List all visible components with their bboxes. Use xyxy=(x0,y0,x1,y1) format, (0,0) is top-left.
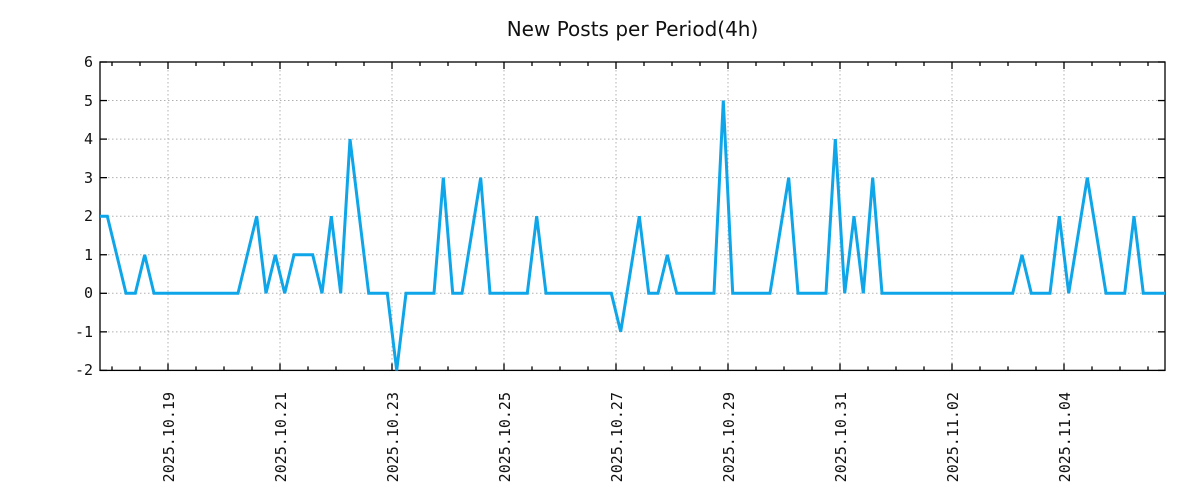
y-tick-label: 4 xyxy=(83,130,93,149)
y-tick-label: 5 xyxy=(83,91,93,110)
x-tick-label: 2025.11.04 xyxy=(1056,392,1074,483)
y-tick-label: 0 xyxy=(83,284,93,303)
x-tick-label: 2025.11.02 xyxy=(944,392,962,483)
x-tick-label: 2025.10.21 xyxy=(272,392,290,483)
data-line xyxy=(100,100,1165,371)
y-tick-label: 6 xyxy=(83,53,93,71)
y-tick-label: 3 xyxy=(83,168,93,187)
x-tick-label: 2025.10.31 xyxy=(832,392,850,483)
y-tick-label: 1 xyxy=(83,245,93,264)
y-tick-label: -1 xyxy=(74,322,93,341)
x-tick-label: 2025.10.19 xyxy=(160,392,178,483)
chart-title: New Posts per Period(4h) xyxy=(506,17,759,41)
y-tick-label: -2 xyxy=(74,361,93,380)
x-tick-label: 2025.10.29 xyxy=(720,392,738,483)
x-tick-label: 2025.10.25 xyxy=(496,392,514,483)
x-tick-label: 2025.10.27 xyxy=(608,392,626,483)
x-tick-label: 2025.10.23 xyxy=(384,392,402,483)
y-tick-label: 2 xyxy=(83,207,93,226)
